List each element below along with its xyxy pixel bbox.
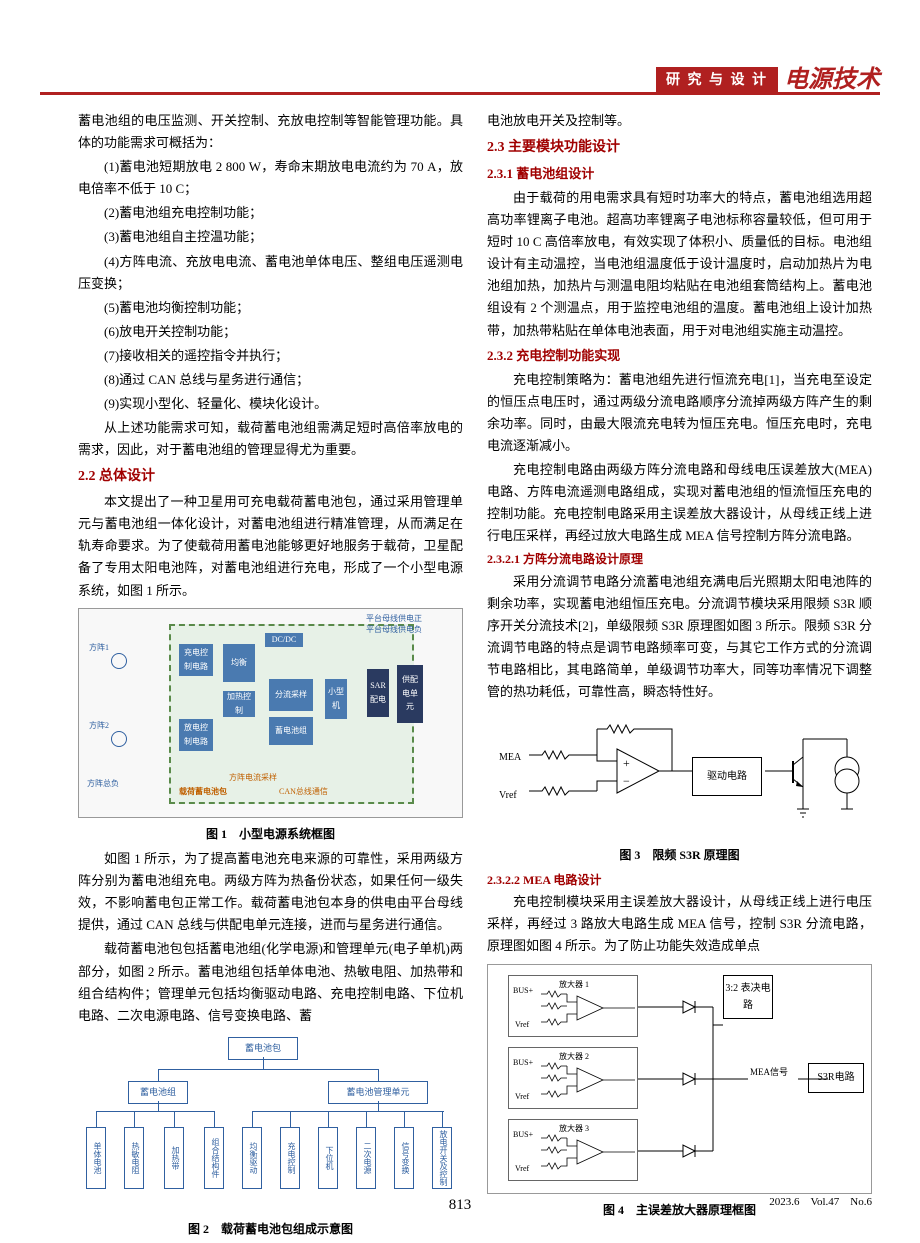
header-rule <box>40 92 880 95</box>
fig3-caption: 图 3 限频 S3R 原理图 <box>487 845 872 865</box>
fig4-vote: 3:2 表决电路 <box>723 975 773 1019</box>
fig1-source-icon <box>111 653 127 669</box>
right-column: 电池放电开关及控制等。 2.3 主要模块功能设计 2.3.1 蓄电池组设计 由于… <box>487 110 872 1243</box>
para: 蓄电池组的电压监测、开关控制、充放电控制等智能管理功能。具体的功能需求可概括为： <box>78 110 463 154</box>
para: 采用分流调节电路分流蓄电池组充满电后光照期太阳电池阵的剩余功率，实现蓄电池组恒压… <box>487 571 872 704</box>
fig2-leaf: 加热带 <box>164 1127 184 1189</box>
para: 由于载荷的用电需求具有短时功率大的特点，蓄电池组选用超高功率锂离子电池。超高功率… <box>487 187 872 342</box>
figure-4: 放大器 1 BUS+ Vref 放大器 2 BUS+ Vref <box>487 964 872 1194</box>
figure-3: MEA Vref + − <box>487 709 872 839</box>
list-item: (4)方阵电流、充放电电流、蓄电池单体电压、整组电压遥测电压变换； <box>78 251 463 295</box>
fig1-can: CAN总线通信 <box>279 785 328 799</box>
fig1-arrcur: 方阵电流采样 <box>229 771 277 785</box>
list-item: (7)接收相关的遥控指令并执行； <box>78 345 463 367</box>
fig2-caption: 图 2 载荷蓄电池包组成示意图 <box>78 1219 463 1239</box>
fig1-arrbus: 方阵总负 <box>87 777 119 791</box>
fig1-b5: 小型机 <box>325 679 347 719</box>
list-item: (9)实现小型化、轻量化、模块化设计。 <box>78 393 463 415</box>
list-item: (3)蓄电池组自主控温功能； <box>78 226 463 248</box>
footer-meta: 2023.6 Vol.47 No.6 <box>769 1193 872 1212</box>
fig1-b1: 充电控制电路 <box>179 644 213 676</box>
fig2-leaf: 组合结构件 <box>204 1127 224 1189</box>
para: 如图 1 所示，为了提高蓄电池充电来源的可靠性，采用两级方阵分别为蓄电池组充电。… <box>78 848 463 936</box>
fig1-pkg-label: 载荷蓄电池包 <box>179 785 227 799</box>
para: 充电控制模块采用主误差放大器设计，从母线正线上进行电压采样，再经过 3 路放大电… <box>487 891 872 957</box>
list-item: (2)蓄电池组充电控制功能； <box>78 202 463 224</box>
heading-2-3-1: 2.3.1 蓄电池组设计 <box>487 163 872 185</box>
para: 载荷蓄电池包包括蓄电池组(化学电源)和管理单元(电子单机)两部分，如图 2 所示… <box>78 938 463 1026</box>
para: 电池放电开关及控制等。 <box>487 110 872 132</box>
fig1-dcdc: DC/DC <box>265 633 303 647</box>
fig1-arr2: 方阵2 <box>89 719 109 733</box>
fig1-b4: 加热控制 <box>223 691 255 717</box>
fig1-b3: 放电控制电路 <box>179 719 213 751</box>
page-number: 813 <box>449 1193 472 1219</box>
fig2-leaf: 充电控制 <box>280 1127 300 1189</box>
para: 从上述功能需求可知，载荷蓄电池组需满足短时高倍率放电的需求，因此，对于蓄电池组的… <box>78 417 463 461</box>
fig2-leaf: 信号变换 <box>394 1127 414 1189</box>
list-item: (6)放电开关控制功能； <box>78 321 463 343</box>
heading-2-2: 2.2 总体设计 <box>78 465 463 489</box>
fig3-svg: + − <box>487 709 872 839</box>
heading-2-3-2-1: 2.3.2.1 方阵分流电路设计原理 <box>487 549 872 569</box>
list-item: (5)蓄电池均衡控制功能； <box>78 297 463 319</box>
fig1-sar: SAR配电 <box>367 669 389 717</box>
header-badge: 研 究 与 设 计 <box>656 67 778 95</box>
fig1-arr1: 方阵1 <box>89 641 109 655</box>
fig2-leaf: 二次电源 <box>356 1127 376 1189</box>
fig2-leaf: 均衡驱动 <box>242 1127 262 1189</box>
figure-2: 蓄电池包 蓄电池组 蓄电池管理单元 单体电池 热敏电阻 加热带 组合结构件 均衡… <box>78 1033 463 1213</box>
fig3-drv: 驱动电路 <box>692 757 762 796</box>
fig1-b2: 均衡 <box>223 644 255 682</box>
para: 充电控制策略为：蓄电池组先进行恒流充电[1]，当充电至设定的恒压点电压时，通过两… <box>487 369 872 457</box>
fig1-top2: 平台母线供电负 <box>366 623 422 637</box>
svg-text:+: + <box>623 756 630 770</box>
fig1-pcu: 供配电单元 <box>397 665 423 723</box>
fig1-source-icon <box>111 731 127 747</box>
fig1-caption: 图 1 小型电源系统框图 <box>78 824 463 844</box>
list-item: (1)蓄电池短期放电 2 800 W，寿命末期放电电流约为 70 A，放电倍率不… <box>78 156 463 200</box>
fig4-s3r: S3R电路 <box>808 1063 864 1093</box>
para: 本文提出了一种卫星用可充电载荷蓄电池包，通过采用管理单元与蓄电池组一体化设计，对… <box>78 491 463 601</box>
fig2-leaf: 热敏电阻 <box>124 1127 144 1189</box>
content-area: 蓄电池组的电压监测、开关控制、充放电控制等智能管理功能。具体的功能需求可概括为：… <box>78 110 872 1243</box>
fig1-b6: 蓄电池组 <box>269 717 313 745</box>
fig2-leaf: 单体电池 <box>86 1127 106 1189</box>
para: 充电控制电路由两级方阵分流电路和母线电压误差放大(MEA)电路、方阵电流遥测电路… <box>487 459 872 547</box>
left-column: 蓄电池组的电压监测、开关控制、充放电控制等智能管理功能。具体的功能需求可概括为：… <box>78 110 463 1243</box>
heading-2-3-2-2: 2.3.2.2 MEA 电路设计 <box>487 870 872 890</box>
fig4-mea: MEA信号 <box>750 1065 788 1080</box>
fig2-leaf: 下位机 <box>318 1127 338 1189</box>
fig1-b7: 分流采样 <box>269 679 313 711</box>
svg-text:−: − <box>623 774 630 788</box>
heading-2-3: 2.3 主要模块功能设计 <box>487 136 872 160</box>
page-footer: 813 2023.6 Vol.47 No.6 <box>0 1193 920 1213</box>
list-item: (8)通过 CAN 总线与星务进行通信； <box>78 369 463 391</box>
heading-2-3-2: 2.3.2 充电控制功能实现 <box>487 345 872 367</box>
figure-1: 载荷蓄电池包 方阵1 方阵2 方阵总负 平台母线供电正 平台母线供电负 充电控制… <box>78 608 463 818</box>
fig2-leaf: 放电开关及控制 <box>432 1127 452 1189</box>
